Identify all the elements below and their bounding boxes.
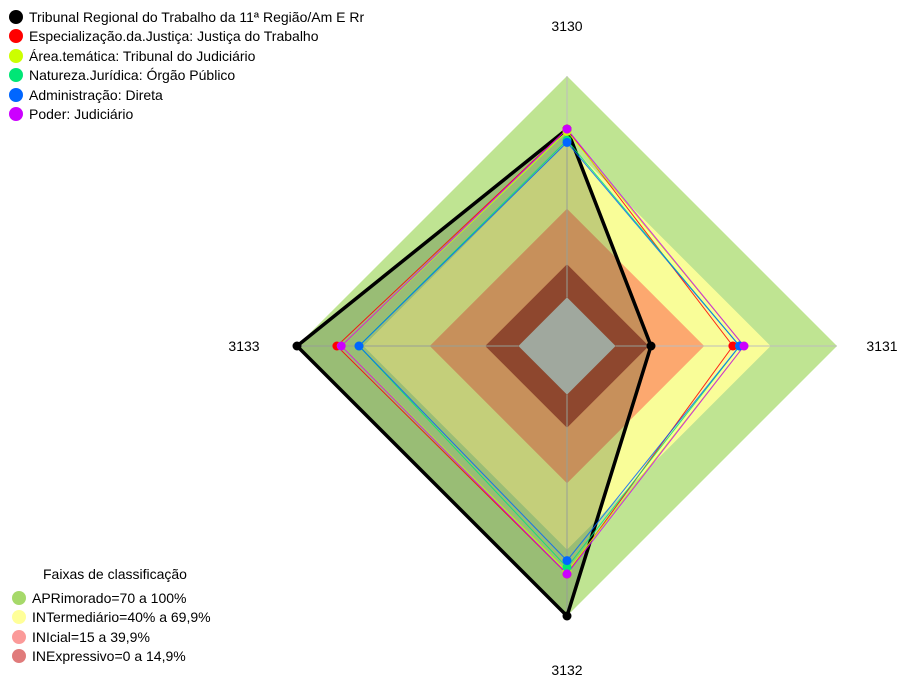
point-s3-3132 xyxy=(562,562,572,572)
point-s4-3133 xyxy=(354,341,364,351)
band-legend-item: INTermediário=40% a 69,9% xyxy=(12,608,211,628)
legend-marker xyxy=(9,29,23,44)
band-legend-item: INIcial=15 a 39,9% xyxy=(12,627,211,647)
point-s4-3130 xyxy=(562,137,572,147)
point-s0-3133 xyxy=(292,341,302,351)
point-s5-3132 xyxy=(562,569,572,579)
legend-label: Administração: Direta xyxy=(29,86,163,103)
series-legend-item: Especialização.da.Justiça: Justiça do Tr… xyxy=(9,27,364,47)
axis-label-3131: 3131 xyxy=(866,338,897,354)
legend-label: INTermediário=40% a 69,9% xyxy=(32,609,211,626)
series-points xyxy=(292,124,749,621)
axis-label-3130: 3130 xyxy=(551,18,582,34)
point-s5-3130 xyxy=(562,124,572,134)
center-hole xyxy=(518,297,616,395)
point-s1-3131 xyxy=(728,341,738,351)
axis-label-3132: 3132 xyxy=(551,662,582,678)
legend-label: Tribunal Regional do Trabalho da 11ª Reg… xyxy=(29,8,365,25)
axis-labels: 3130 3131 3132 3133 xyxy=(228,18,897,678)
legend-label: Poder: Judiciário xyxy=(29,106,134,123)
series-legend: Tribunal Regional do Trabalho da 11ª Reg… xyxy=(9,7,364,124)
point-s0-3131 xyxy=(646,341,656,351)
legend-label: Área.temática: Tribunal do Judiciário xyxy=(29,47,256,64)
point-s0-3132 xyxy=(562,611,572,621)
axis-label-3133: 3133 xyxy=(228,338,259,354)
legend-marker xyxy=(12,649,26,664)
legend-label: Especialização.da.Justiça: Justiça do Tr… xyxy=(29,28,319,45)
legend-label: Natureza.Jurídica: Órgão Público xyxy=(29,67,236,84)
legend-label: APRimorado=70 a 100% xyxy=(32,589,187,606)
series-legend-item: Área.temática: Tribunal do Judiciário xyxy=(9,46,364,66)
point-s5-3131 xyxy=(739,341,749,351)
legend-label: INIcial=15 a 39,9% xyxy=(32,628,150,645)
legend-marker xyxy=(12,629,26,644)
series-legend-item: Poder: Judiciário xyxy=(9,105,364,125)
chart-center xyxy=(518,297,616,395)
bands-legend-title: Faixas de classificação xyxy=(43,566,187,582)
band-legend-item: INExpressivo=0 a 14,9% xyxy=(12,647,211,667)
point-s5-3133 xyxy=(336,341,346,351)
series-legend-item: Tribunal Regional do Trabalho da 11ª Reg… xyxy=(9,7,364,27)
legend-label: INExpressivo=0 a 14,9% xyxy=(32,648,186,665)
series-legend-item: Administração: Direta xyxy=(9,85,364,105)
bands-legend: Faixas de classificação APRimorado=70 a … xyxy=(12,566,211,666)
legend-marker xyxy=(12,590,26,605)
legend-marker xyxy=(9,68,23,83)
legend-marker xyxy=(9,87,23,102)
legend-marker xyxy=(9,9,23,24)
band-legend-item: APRimorado=70 a 100% xyxy=(12,588,211,608)
legend-marker xyxy=(9,107,23,122)
series-legend-item: Natureza.Jurídica: Órgão Público xyxy=(9,66,364,86)
point-s4-3132 xyxy=(562,556,572,566)
legend-marker xyxy=(9,48,23,63)
legend-marker xyxy=(12,610,26,625)
